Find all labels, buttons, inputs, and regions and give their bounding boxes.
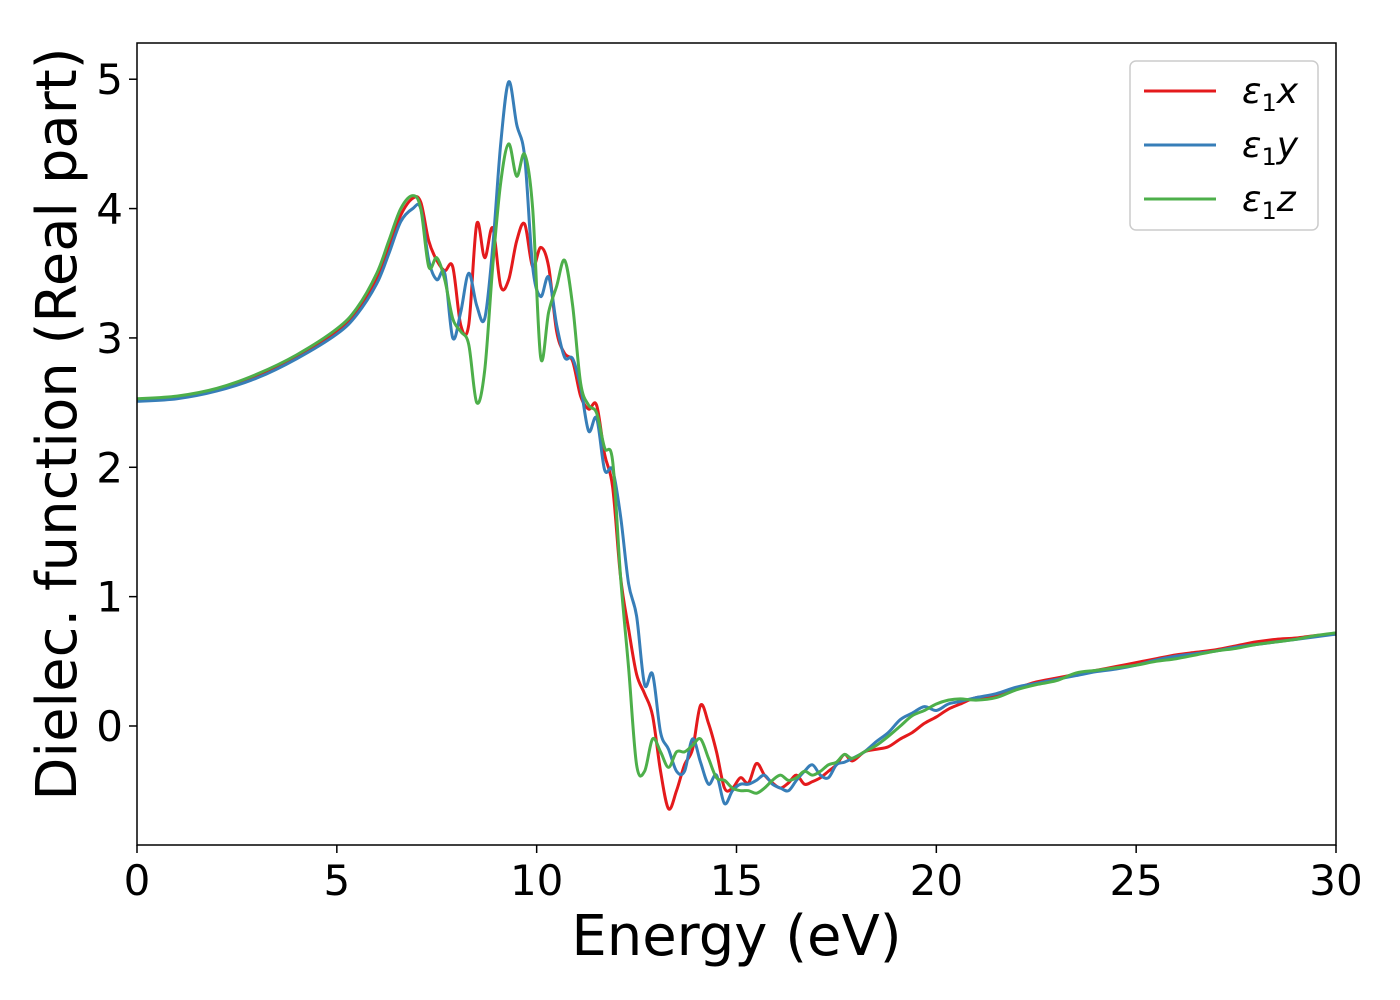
y-tick-label: 1	[96, 573, 123, 622]
x-tick-label: 5	[323, 856, 350, 905]
legend-label: ε1y	[1242, 125, 1299, 171]
y-tick-label: 5	[96, 55, 123, 104]
series-layer	[137, 80, 1336, 811]
x-tick-label: 25	[1109, 856, 1162, 905]
legend-box	[1129, 60, 1319, 231]
y-axis-label: Dielec. function (Real part)	[25, 47, 90, 800]
series-line-z	[137, 142, 1336, 795]
legend-label: ε1x	[1242, 71, 1299, 117]
x-axis-ticks: 0 5 10 15 20 25 30	[124, 845, 1363, 905]
y-tick-label: 3	[96, 314, 123, 363]
x-tick-label: 10	[510, 856, 563, 905]
legend-label: ε1z	[1242, 179, 1297, 225]
legend-item-x: ε1x	[1144, 71, 1299, 117]
y-tick-label: 2	[96, 443, 123, 492]
legend: ε1x ε1y ε1z	[1129, 60, 1319, 231]
x-tick-label: 15	[710, 856, 763, 905]
x-axis-label: Energy (eV)	[571, 904, 901, 969]
x-tick-label: 0	[124, 856, 151, 905]
series-line-x	[137, 195, 1336, 811]
x-tick-label: 30	[1309, 856, 1362, 905]
x-tick-label: 20	[910, 856, 963, 905]
y-tick-label: 4	[96, 185, 123, 234]
legend-item-y: ε1y	[1144, 125, 1299, 171]
y-axis-ticks: 0 1 2 3 4 5	[96, 55, 137, 751]
y-tick-label: 0	[96, 702, 123, 751]
legend-item-z: ε1z	[1144, 179, 1297, 225]
